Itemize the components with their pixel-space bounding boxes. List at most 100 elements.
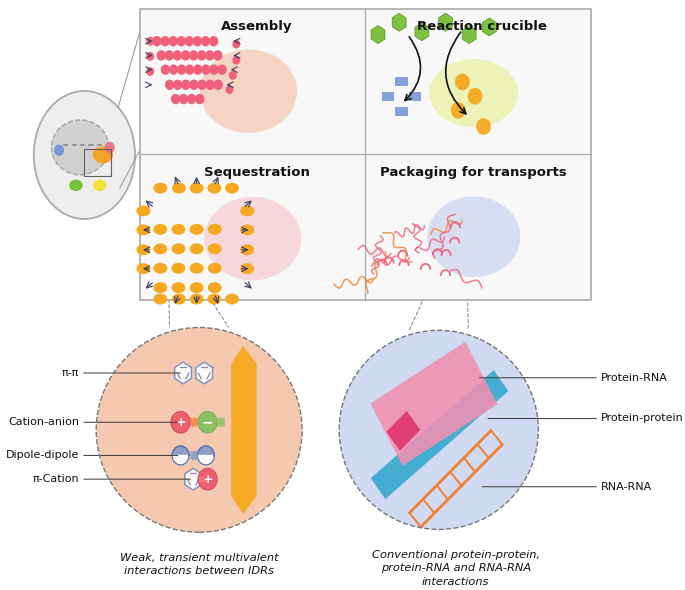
Ellipse shape (208, 282, 222, 293)
Circle shape (179, 94, 188, 104)
Circle shape (173, 80, 182, 90)
Circle shape (161, 64, 170, 75)
Ellipse shape (208, 243, 222, 254)
Ellipse shape (208, 183, 221, 194)
Bar (382, 91, 395, 101)
Ellipse shape (136, 205, 151, 217)
Text: π-π: π-π (62, 368, 79, 378)
Ellipse shape (190, 282, 203, 293)
Circle shape (152, 36, 162, 47)
Circle shape (197, 50, 206, 61)
Text: Weak, transient multivalent
interactions between IDRs: Weak, transient multivalent interactions… (120, 553, 278, 576)
Ellipse shape (339, 330, 538, 529)
Ellipse shape (96, 327, 302, 532)
Ellipse shape (136, 224, 151, 235)
Circle shape (455, 74, 470, 90)
Ellipse shape (51, 120, 109, 175)
Polygon shape (196, 362, 212, 384)
Circle shape (217, 64, 227, 75)
Circle shape (181, 80, 190, 90)
Ellipse shape (190, 263, 203, 274)
Ellipse shape (136, 263, 151, 274)
Ellipse shape (34, 91, 135, 219)
Ellipse shape (171, 282, 186, 293)
Circle shape (213, 50, 223, 61)
Polygon shape (172, 455, 189, 465)
Circle shape (192, 36, 202, 47)
Polygon shape (197, 446, 214, 455)
Text: Protein-RNA: Protein-RNA (601, 373, 668, 383)
Circle shape (209, 36, 219, 47)
Circle shape (210, 64, 219, 75)
Text: Dipole-dipole: Dipole-dipole (6, 450, 79, 460)
Bar (395, 107, 408, 116)
Polygon shape (232, 346, 256, 514)
Circle shape (476, 118, 491, 135)
Circle shape (156, 50, 166, 61)
Ellipse shape (172, 294, 186, 304)
Polygon shape (371, 342, 497, 466)
Bar (84, 149, 112, 176)
Bar (395, 77, 408, 86)
Bar (409, 91, 421, 101)
Circle shape (181, 50, 190, 61)
Ellipse shape (190, 294, 203, 304)
Ellipse shape (240, 224, 254, 235)
Circle shape (205, 50, 214, 61)
Ellipse shape (190, 183, 203, 194)
Circle shape (171, 411, 190, 433)
Circle shape (185, 36, 194, 47)
Ellipse shape (171, 263, 186, 274)
Polygon shape (175, 362, 192, 384)
Polygon shape (386, 411, 420, 451)
Text: +: + (175, 416, 186, 429)
Text: Assembly: Assembly (221, 20, 292, 34)
Ellipse shape (225, 183, 239, 194)
Circle shape (146, 52, 154, 61)
Circle shape (197, 80, 207, 90)
Ellipse shape (240, 205, 254, 217)
Ellipse shape (200, 50, 297, 133)
Circle shape (105, 142, 115, 153)
Ellipse shape (153, 282, 167, 293)
Ellipse shape (208, 224, 222, 235)
Circle shape (185, 64, 195, 75)
Circle shape (146, 37, 154, 45)
Circle shape (232, 40, 240, 48)
Ellipse shape (69, 179, 83, 191)
Circle shape (187, 94, 197, 104)
Ellipse shape (240, 263, 254, 274)
Text: Reaction crucible: Reaction crucible (417, 20, 547, 34)
Circle shape (177, 64, 186, 75)
Circle shape (229, 71, 237, 80)
Circle shape (201, 64, 210, 75)
Polygon shape (172, 446, 189, 455)
Circle shape (173, 50, 182, 61)
Circle shape (214, 80, 223, 90)
Text: −: − (202, 415, 214, 430)
Text: Sequestration: Sequestration (204, 166, 310, 179)
Ellipse shape (171, 243, 186, 254)
Circle shape (169, 64, 178, 75)
Circle shape (198, 411, 217, 433)
Circle shape (160, 36, 170, 47)
Ellipse shape (153, 183, 167, 194)
Text: +: + (202, 473, 213, 486)
Ellipse shape (172, 183, 186, 194)
Text: Cation-anion: Cation-anion (8, 417, 79, 427)
Text: Packaging for transports: Packaging for transports (380, 166, 567, 179)
Bar (160, 241, 215, 293)
Ellipse shape (240, 244, 254, 255)
Ellipse shape (153, 263, 167, 274)
Circle shape (169, 36, 178, 47)
Circle shape (201, 36, 210, 47)
Ellipse shape (136, 244, 151, 255)
Circle shape (164, 50, 174, 61)
Text: Protein-protein: Protein-protein (601, 414, 684, 424)
Ellipse shape (92, 146, 113, 163)
Circle shape (225, 85, 234, 94)
Ellipse shape (190, 224, 203, 235)
Polygon shape (197, 455, 214, 465)
Ellipse shape (208, 263, 222, 274)
Circle shape (193, 64, 203, 75)
